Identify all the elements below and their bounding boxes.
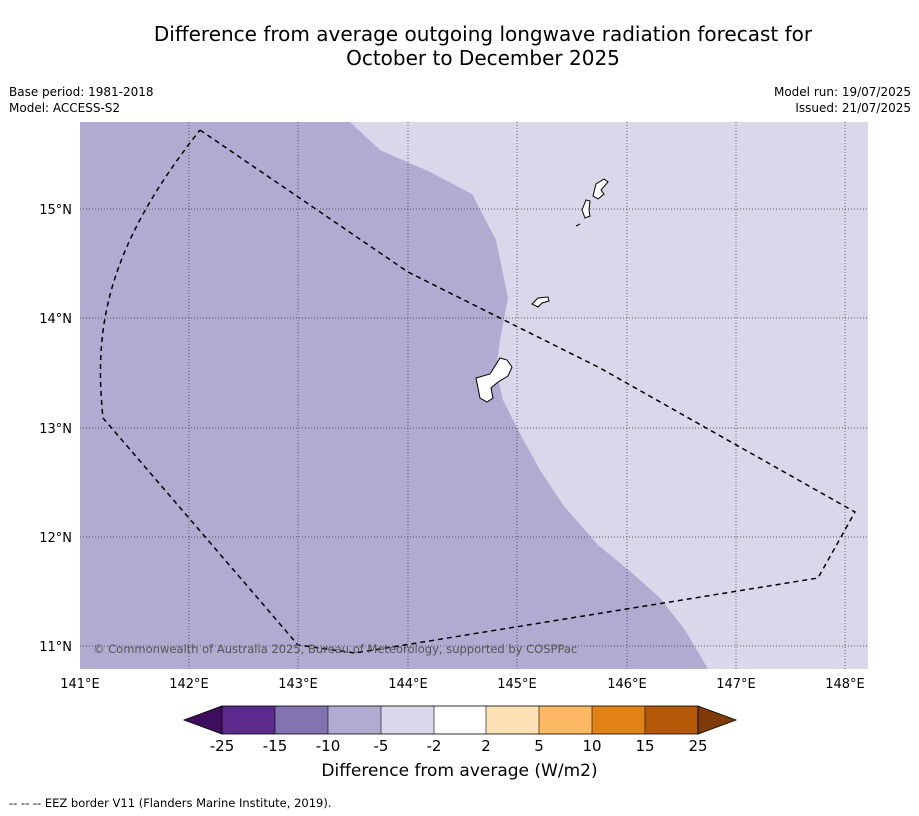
lat-tick-label: 13°N <box>39 422 72 437</box>
lon-tick-labels: 141°E 142°E 143°E 144°E 145°E 146°E 147°… <box>60 677 865 692</box>
colorbar-bin <box>486 706 539 734</box>
island-guam <box>475 357 513 403</box>
grid-lines <box>80 122 868 669</box>
colorbar-label: -15 <box>263 737 288 755</box>
island-saipan <box>592 178 609 200</box>
colorbar-title: Difference from average (W/m2) <box>321 761 598 781</box>
colorbar-extend-high <box>697 705 738 735</box>
island-aguijan <box>575 223 581 227</box>
island-tinian <box>581 199 591 219</box>
colorbar-outline <box>221 705 699 735</box>
base-period-text: Base period: 1981-2018 <box>9 85 154 99</box>
lon-tick-label: 145°E <box>497 677 537 692</box>
lon-tick-label: 142°E <box>169 677 209 692</box>
meta-right: Model run: 19/07/2025 Issued: 21/07/2025 <box>774 84 911 116</box>
colorbar-label: 10 <box>582 737 601 755</box>
colorbar-label: 15 <box>635 737 654 755</box>
lat-tick-label: 15°N <box>39 203 72 218</box>
chart-title: Difference from average outgoing longwav… <box>80 22 886 70</box>
footnote: -- -- -- EEZ border V11 (Flanders Marine… <box>9 796 332 810</box>
lon-tick-label: 143°E <box>278 677 318 692</box>
colorbar-label: -25 <box>210 737 235 755</box>
colorbar-label: -5 <box>374 737 389 755</box>
model-text: Model: ACCESS-S2 <box>9 101 121 115</box>
title-line-2: October to December 2025 <box>346 46 620 70</box>
lat-tick-label: 12°N <box>39 531 72 546</box>
colorbar-label: -10 <box>316 737 341 755</box>
meta-left: Base period: 1981-2018 Model: ACCESS-S2 <box>9 84 154 116</box>
lat-tick-labels: 15°N 14°N 13°N 12°N 11°N <box>39 203 72 655</box>
model-run-text: Model run: 19/07/2025 <box>773 85 911 99</box>
colorbar-bin <box>222 706 275 734</box>
lon-tick-label: 146°E <box>607 677 647 692</box>
region-minus10-to-minus5 <box>80 122 708 669</box>
map-panel: © Commonwealth of Australia 2025, Bureau… <box>80 122 868 669</box>
colorbar-bin <box>275 706 328 734</box>
island-rota <box>531 296 550 308</box>
colorbar-bin <box>592 706 645 734</box>
colorbar-label: -2 <box>427 737 442 755</box>
lat-tick-label: 11°N <box>39 640 72 655</box>
lat-tick-label: 14°N <box>39 312 72 327</box>
lon-tick-label: 144°E <box>388 677 428 692</box>
copyright-text: © Commonwealth of Australia 2025, Bureau… <box>93 642 577 656</box>
lon-tick-label: 148°E <box>825 677 865 692</box>
lon-tick-label: 141°E <box>60 677 100 692</box>
colorbar-bin <box>539 706 592 734</box>
colorbar-extend-low <box>182 705 223 735</box>
title-line-1: Difference from average outgoing longwav… <box>153 22 813 46</box>
colorbar: -25 -15 -10 -5 -2 2 5 10 15 25 <box>182 705 738 755</box>
colorbar-label: 25 <box>688 737 707 755</box>
colorbar-bin <box>434 706 486 734</box>
colorbar-bin <box>328 706 381 734</box>
islands <box>475 178 609 403</box>
colorbar-bin <box>381 706 434 734</box>
eez-border <box>99 129 857 654</box>
lon-tick-label: 147°E <box>716 677 756 692</box>
issued-text: Issued: 21/07/2025 <box>795 101 911 115</box>
colorbar-label: 5 <box>534 737 544 755</box>
colorbar-bin <box>645 706 698 734</box>
colorbar-label: 2 <box>481 737 491 755</box>
